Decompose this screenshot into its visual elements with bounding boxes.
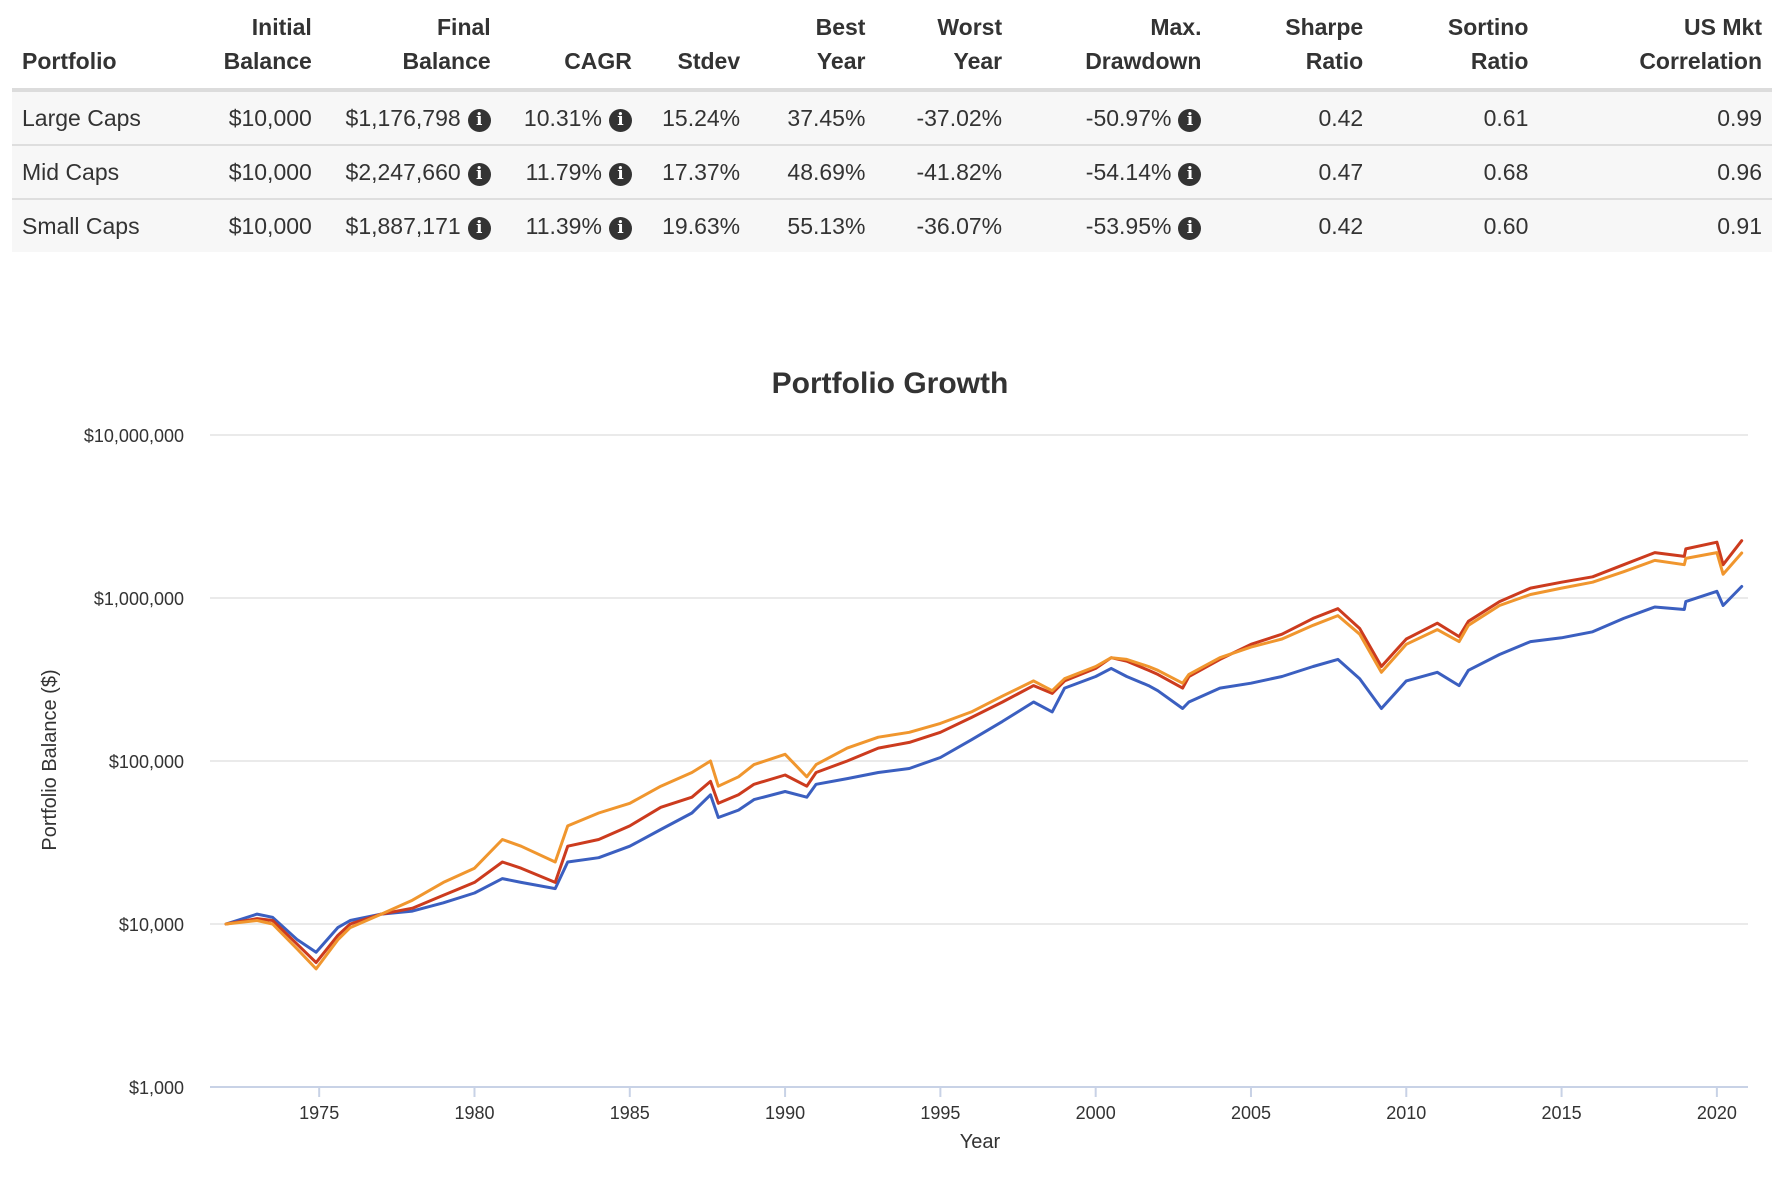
max-drawdown-cell: -54.14% i [1012, 144, 1212, 199]
x-tick-labels: 1975 1980 1985 1990 1995 2000 2005 2010 2015 2020 [299, 1103, 1737, 1123]
info-circle-icon[interactable]: i [608, 163, 632, 186]
cagr: 11.79% [525, 159, 602, 185]
portfolio-name: Mid Caps [12, 144, 208, 199]
initial-balance: $10,000 [207, 144, 322, 199]
info-circle-icon[interactable]: i [608, 109, 632, 132]
final-balance: $1,887,171 [345, 213, 461, 239]
chart-title: Portfolio Growth [772, 367, 1009, 400]
header-us-mkt-correlation: US Mkt Correlation [1538, 10, 1772, 92]
sortino-ratio: 0.60 [1373, 198, 1539, 252]
initial-balance: $10,000 [207, 90, 322, 145]
cagr: 10.31% [523, 105, 602, 131]
header-portfolio: Portfolio [12, 10, 208, 92]
y-gridlines [210, 434, 1748, 925]
info-circle-icon[interactable]: i [467, 109, 491, 132]
sharpe-ratio: 0.42 [1211, 90, 1374, 145]
info-circle-icon[interactable]: i [467, 217, 491, 240]
portfolio-name: Small Caps [12, 198, 208, 252]
header-max-drawdown: Max. Drawdown [1012, 10, 1212, 92]
y-tick-label: $10,000,000 [84, 426, 184, 446]
sharpe-ratio: 0.47 [1211, 144, 1374, 199]
table-row: Large Caps $10,000 $1,176,798 i 10.31% i 1… [12, 90, 1772, 145]
max-drawdown-cell: -53.95% i [1012, 198, 1212, 252]
x-tick-label: 2020 [1697, 1103, 1737, 1123]
y-tick-label: $100,000 [109, 752, 184, 772]
header-stdev: Stdev [641, 10, 751, 92]
y-tick-label: $10,000 [119, 915, 184, 935]
portfolio-growth-chart: Portfolio Growth $1,000$10,000$100,000$1… [39, 367, 1748, 1153]
x-axis-label: Year [960, 1131, 1001, 1153]
header-sharpe-ratio: Sharpe Ratio [1211, 10, 1374, 92]
worst-year: -37.02% [875, 90, 1013, 145]
worst-year: -41.82% [875, 144, 1013, 199]
best-year: 55.13% [750, 198, 876, 252]
x-tick-label: 2000 [1076, 1103, 1116, 1123]
max-drawdown: -50.97% [1085, 105, 1172, 131]
portfolio-name: Large Caps [12, 90, 208, 145]
best-year: 48.69% [750, 144, 876, 199]
y-tick-label: $1,000,000 [94, 589, 184, 609]
table-row: Small Caps $10,000 $1,887,171 i 11.39% i 1… [12, 198, 1772, 252]
table-header-row: Portfolio Initial Balance Final Balance CA… [12, 10, 1772, 92]
x-tick-label: 1990 [765, 1103, 805, 1123]
info-circle-icon[interactable]: i [1178, 163, 1202, 186]
final-balance: $1,176,798 [345, 105, 461, 131]
cagr-cell: 11.79% i [500, 144, 642, 199]
series-line-small-caps [224, 551, 1744, 971]
x-tick-label: 1995 [920, 1103, 960, 1123]
header-cagr: CAGR [500, 10, 642, 92]
header-best-year: Best Year [750, 10, 876, 92]
x-tick-label: 1975 [299, 1103, 339, 1123]
stdev: 17.37% [641, 144, 751, 199]
final-balance-cell: $1,176,798 i [321, 90, 501, 145]
series-line-large-caps [224, 585, 1744, 954]
sortino-ratio: 0.61 [1373, 90, 1539, 145]
portfolio-stats-table: Portfolio Initial Balance Final Balance CA… [12, 10, 1772, 252]
header-sortino-ratio: Sortino Ratio [1373, 10, 1539, 92]
cagr: 11.39% [525, 213, 602, 239]
y-tick-labels: $1,000 $10,000 $100,000 $1,000,000 $10,000,0… [84, 426, 184, 1098]
sharpe-ratio: 0.42 [1211, 198, 1374, 252]
max-drawdown: -54.14% [1085, 159, 1172, 185]
header-final-balance: Final Balance [321, 10, 501, 92]
cagr-cell: 10.31% i [500, 90, 642, 145]
stdev: 15.24% [641, 90, 751, 145]
y-axis-label: Portfolio Balance ($) [39, 669, 61, 850]
sortino-ratio: 0.68 [1373, 144, 1539, 199]
header-worst-year: Worst Year [875, 10, 1013, 92]
max-drawdown-cell: -50.97% i [1012, 90, 1212, 145]
final-balance: $2,247,660 [345, 159, 461, 185]
info-circle-icon[interactable]: i [1178, 109, 1202, 132]
initial-balance: $10,000 [207, 198, 322, 252]
header-initial-balance: Initial Balance [207, 10, 322, 92]
stdev: 19.63% [641, 198, 751, 252]
final-balance-cell: $2,247,660 i [321, 144, 501, 199]
y-tick-label: $1,000 [129, 1078, 184, 1098]
worst-year: -36.07% [875, 198, 1013, 252]
info-circle-icon[interactable]: i [1178, 217, 1202, 240]
x-tick-label: 1980 [454, 1103, 494, 1123]
x-axis [210, 1086, 1748, 1097]
info-circle-icon[interactable]: i [608, 217, 632, 240]
x-tick-label: 2010 [1386, 1103, 1426, 1123]
table-row: Mid Caps $10,000 $2,247,660 i 11.79% i 17.… [12, 144, 1772, 199]
x-tick-label: 2005 [1231, 1103, 1271, 1123]
x-tick-label: 1985 [610, 1103, 650, 1123]
cagr-cell: 11.39% i [500, 198, 642, 252]
best-year: 37.45% [750, 90, 876, 145]
us-mkt-correlation: 0.99 [1538, 90, 1772, 145]
series-lines [224, 539, 1744, 971]
series-line-mid-caps [224, 539, 1744, 965]
final-balance-cell: $1,887,171 i [321, 198, 501, 252]
x-tick-label: 2015 [1542, 1103, 1582, 1123]
us-mkt-correlation: 0.91 [1538, 198, 1772, 252]
info-circle-icon[interactable]: i [467, 163, 491, 186]
max-drawdown: -53.95% [1085, 213, 1172, 239]
us-mkt-correlation: 0.96 [1538, 144, 1772, 199]
